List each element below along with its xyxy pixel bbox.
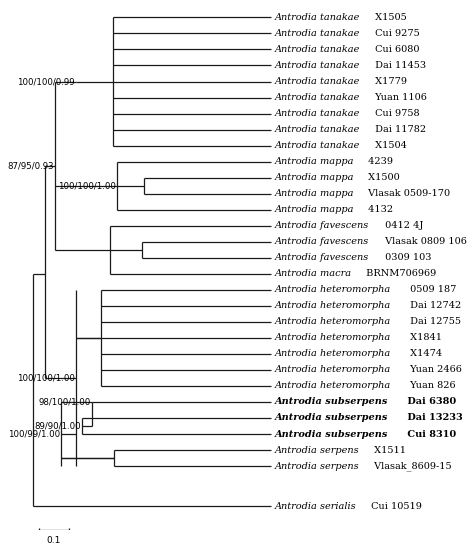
Text: Yuan 2466: Yuan 2466 bbox=[407, 366, 462, 374]
Text: Antrodia serpens: Antrodia serpens bbox=[274, 462, 359, 470]
Text: 100/99/1.00: 100/99/1.00 bbox=[8, 429, 60, 439]
Text: Cui 9275: Cui 9275 bbox=[372, 29, 419, 38]
Text: Antrodia mappa: Antrodia mappa bbox=[274, 189, 354, 198]
Text: X1505: X1505 bbox=[372, 13, 407, 22]
Text: Antrodia tanakae: Antrodia tanakae bbox=[274, 61, 360, 70]
Text: 0309 103: 0309 103 bbox=[382, 253, 432, 262]
Text: Antrodia tanakae: Antrodia tanakae bbox=[274, 29, 360, 38]
Text: Antrodia subserpens: Antrodia subserpens bbox=[274, 397, 388, 407]
Text: Cui 8310: Cui 8310 bbox=[404, 429, 456, 439]
Text: 4132: 4132 bbox=[365, 205, 393, 214]
Text: BRNM706969: BRNM706969 bbox=[363, 269, 436, 278]
Text: X1504: X1504 bbox=[372, 141, 407, 150]
Text: Yuan 826: Yuan 826 bbox=[407, 382, 456, 390]
Text: 89/90/1.00: 89/90/1.00 bbox=[34, 421, 81, 431]
Text: Antrodia tanakae: Antrodia tanakae bbox=[274, 93, 360, 102]
Text: Antrodia favescens: Antrodia favescens bbox=[274, 237, 369, 246]
Text: Antrodia tanakae: Antrodia tanakae bbox=[274, 141, 360, 150]
Text: Antrodia heteromorpha: Antrodia heteromorpha bbox=[274, 286, 391, 294]
Text: X1841: X1841 bbox=[407, 334, 442, 342]
Text: Antrodia heteromorpha: Antrodia heteromorpha bbox=[274, 317, 391, 326]
Text: 0412 4J: 0412 4J bbox=[382, 221, 423, 230]
Text: X1779: X1779 bbox=[372, 77, 407, 86]
Text: 100/100/1.00: 100/100/1.00 bbox=[58, 181, 116, 190]
Text: X1511: X1511 bbox=[371, 446, 406, 455]
Text: Antrodia mappa: Antrodia mappa bbox=[274, 205, 354, 214]
Text: Antrodia favescens: Antrodia favescens bbox=[274, 253, 369, 262]
Text: Antrodia subserpens: Antrodia subserpens bbox=[274, 414, 388, 422]
Text: Antrodia mappa: Antrodia mappa bbox=[274, 157, 354, 166]
Text: Antrodia mappa: Antrodia mappa bbox=[274, 173, 354, 182]
Text: Dai 12755: Dai 12755 bbox=[407, 317, 461, 326]
Text: Cui 6080: Cui 6080 bbox=[372, 45, 419, 54]
Text: Antrodia tanakae: Antrodia tanakae bbox=[274, 77, 360, 86]
Text: Vlasak 0509-170: Vlasak 0509-170 bbox=[365, 189, 450, 198]
Text: Antrodia heteromorpha: Antrodia heteromorpha bbox=[274, 349, 391, 359]
Text: Dai 11782: Dai 11782 bbox=[372, 125, 426, 134]
Text: Antrodia tanakae: Antrodia tanakae bbox=[274, 13, 360, 22]
Text: X1500: X1500 bbox=[365, 173, 400, 182]
Text: Antrodia serpens: Antrodia serpens bbox=[274, 446, 359, 455]
Text: Antrodia heteromorpha: Antrodia heteromorpha bbox=[274, 301, 391, 310]
Text: Dai 11453: Dai 11453 bbox=[372, 61, 426, 70]
Text: Dai 13233: Dai 13233 bbox=[404, 414, 463, 422]
Text: Dai 12742: Dai 12742 bbox=[407, 301, 462, 310]
Text: Vlasak_8609-15: Vlasak_8609-15 bbox=[371, 461, 452, 471]
Text: Antrodia heteromorpha: Antrodia heteromorpha bbox=[274, 334, 391, 342]
Text: Antrodia macra: Antrodia macra bbox=[274, 269, 351, 278]
Text: Dai 6380: Dai 6380 bbox=[404, 397, 456, 407]
Text: X1474: X1474 bbox=[407, 349, 442, 359]
Text: Antrodia tanakae: Antrodia tanakae bbox=[274, 45, 360, 54]
Text: Antrodia serialis: Antrodia serialis bbox=[274, 501, 356, 511]
Text: Antrodia heteromorpha: Antrodia heteromorpha bbox=[274, 366, 391, 374]
Text: 100/100/1.00: 100/100/1.00 bbox=[17, 373, 75, 383]
Text: Vlasak 0809 106: Vlasak 0809 106 bbox=[382, 237, 467, 246]
Text: 98/100/1.00: 98/100/1.00 bbox=[39, 397, 91, 407]
Text: 100/100/0.99: 100/100/0.99 bbox=[17, 77, 75, 86]
Text: 87/95/0.93: 87/95/0.93 bbox=[8, 161, 55, 170]
Text: 0.1: 0.1 bbox=[47, 536, 61, 545]
Text: Antrodia tanakae: Antrodia tanakae bbox=[274, 125, 360, 134]
Text: Cui 9758: Cui 9758 bbox=[372, 109, 419, 118]
Text: 4239: 4239 bbox=[365, 157, 393, 166]
Text: Antrodia favescens: Antrodia favescens bbox=[274, 221, 369, 230]
Text: Antrodia tanakae: Antrodia tanakae bbox=[274, 109, 360, 118]
Text: Antrodia heteromorpha: Antrodia heteromorpha bbox=[274, 382, 391, 390]
Text: 0509 187: 0509 187 bbox=[407, 286, 456, 294]
Text: Cui 10519: Cui 10519 bbox=[368, 501, 421, 511]
Text: Yuan 1106: Yuan 1106 bbox=[372, 93, 427, 102]
Text: Antrodia subserpens: Antrodia subserpens bbox=[274, 429, 388, 439]
